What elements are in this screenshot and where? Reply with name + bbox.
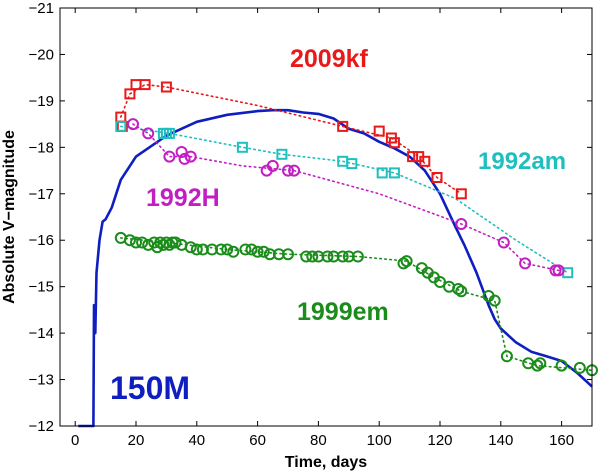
marker-1992h [127, 118, 139, 131]
annotation-1992am: 1992am [478, 148, 566, 175]
y-tick-label: −19 [29, 93, 54, 110]
marker-1999em [500, 350, 513, 363]
marker-2009kf [388, 137, 400, 149]
marker-1999em [397, 257, 410, 270]
marker-2009kf [337, 120, 349, 132]
marker-1999em [215, 243, 228, 256]
marker-1992am [236, 141, 248, 153]
annotation-2009kf: 2009kf [290, 45, 369, 73]
plot-background [60, 8, 592, 426]
marker-1999em [245, 243, 258, 256]
marker-1999em [555, 359, 568, 372]
marker-1999em [531, 359, 544, 372]
marker-1999em [488, 294, 501, 307]
y-tick-label: −16 [29, 232, 54, 249]
marker-1992h [266, 159, 279, 172]
marker-2009kf [139, 79, 151, 91]
marker-1992h [552, 264, 565, 277]
marker-1992h [497, 236, 510, 249]
x-axis-title: Time, days [285, 454, 368, 471]
trend-line-2009kf [120, 83, 463, 195]
marker-1992am [376, 167, 388, 179]
marker-1992h [175, 146, 188, 158]
marker-1992am [388, 167, 400, 179]
marker-1999em [452, 283, 465, 295]
marker-1999em [400, 255, 413, 268]
marker-1992h [282, 164, 294, 177]
marker-1999em [251, 245, 264, 258]
trend-line-1992am [120, 125, 569, 274]
marker-1999em [190, 243, 203, 256]
marker-2009kf [431, 172, 443, 183]
trend-line-1992h [132, 123, 560, 272]
x-tick-label: 20 [128, 432, 145, 449]
marker-1999em [455, 285, 468, 298]
axis-ticks-layer: 0 20 40 60 80 100 120 140 160 −21 −20 −19 −18 −17 −16 −… [29, 0, 592, 449]
marker-1999em [169, 236, 182, 249]
marker-2009kf [407, 151, 419, 163]
x-tick-label: 80 [310, 432, 327, 449]
marker-1999em [534, 357, 547, 370]
y-tick-label: −14 [29, 325, 54, 342]
marker-2009kf [124, 88, 136, 100]
marker-1992h [178, 152, 191, 165]
marker-1992h [142, 127, 155, 140]
y-axis-title: Absolute V−magnitude [1, 130, 18, 304]
marker-1992am [115, 120, 127, 132]
y-tick-label: −20 [29, 46, 54, 63]
marker-1999em [573, 361, 586, 374]
x-tick-label: 160 [549, 432, 574, 449]
marker-1992h [288, 164, 301, 177]
marker-1999em [136, 236, 149, 249]
marker-2009kf [160, 81, 172, 93]
marker-1999em [123, 234, 136, 247]
marker-2009kf [373, 125, 385, 137]
marker-1992am [163, 127, 175, 139]
annotation-150m: 150M [110, 370, 190, 406]
marker-2009kf [419, 155, 431, 167]
marker-1999em [130, 236, 142, 249]
x-tick-label: 60 [249, 432, 266, 449]
annotation-1999em: 1999em [297, 298, 389, 326]
marker-1999em [351, 250, 364, 263]
annotations-layer: 2009kf 1992am 1992H 1999em 150M [110, 45, 566, 406]
marker-1992h [519, 257, 532, 270]
marker-1999em [163, 238, 176, 251]
y-tick-label: −18 [29, 139, 54, 156]
model-curve-150m [78, 108, 593, 428]
y-tick-label: −17 [29, 186, 54, 203]
y-tick-label: −21 [29, 0, 54, 17]
marker-1999em [282, 248, 294, 261]
marker-1999em [306, 250, 319, 263]
x-tick-label: 120 [427, 432, 452, 449]
marker-1999em [434, 276, 446, 288]
y-tick-label: −12 [29, 418, 54, 435]
marker-1999em [336, 250, 349, 263]
marker-1999em [221, 243, 234, 256]
plot-frame [59, 7, 593, 427]
x-tick-label: 40 [188, 432, 205, 449]
marker-1992h [163, 150, 176, 163]
marker-1992h [455, 218, 468, 230]
y-tick-label: −13 [29, 372, 54, 389]
marker-1992am [276, 148, 288, 160]
marker-1999em [239, 243, 252, 256]
marker-1992h [184, 150, 197, 163]
markers-layer [114, 79, 598, 377]
model-curve-layer [78, 108, 593, 428]
marker-1999em [184, 241, 197, 254]
marker-1999em [227, 245, 240, 258]
annotation-1992h: 1992H [146, 184, 220, 212]
marker-1999em [300, 250, 313, 263]
marker-2009kf [455, 188, 467, 200]
marker-1999em [257, 245, 270, 258]
x-tick-label: 100 [367, 432, 392, 449]
x-tick-label: 0 [71, 432, 79, 449]
x-tick-label: 140 [488, 432, 513, 449]
marker-1992am [346, 158, 358, 170]
marker-1999em [321, 250, 334, 263]
y-tick-label: −15 [29, 279, 54, 296]
